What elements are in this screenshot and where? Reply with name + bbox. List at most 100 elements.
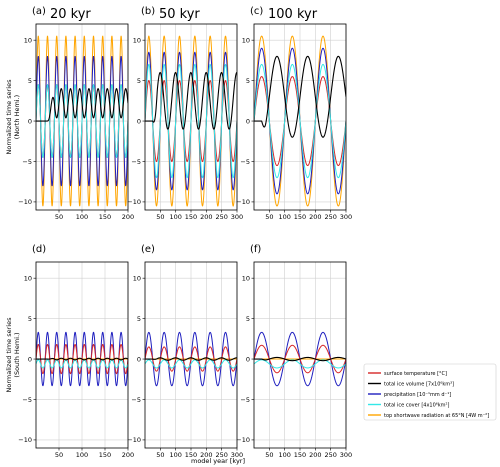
panel-e: 50 100 150 200 250 300 −10 −5 0 5 10 (e): [127, 244, 243, 459]
legend: surface temperature [°C] total ice volume…: [363, 363, 497, 421]
y-tick-label: −5: [22, 158, 32, 166]
series-line-total-ice-volume: [145, 71, 237, 130]
x-tick-label: 100: [278, 213, 290, 221]
x-tick-label: 300: [231, 213, 243, 221]
y-tick-label: 10: [24, 274, 32, 282]
y-tick-label: −5: [131, 396, 141, 404]
x-tick-label: 100: [169, 213, 181, 221]
legend-entry: surface temperature [°C]: [384, 371, 447, 377]
y-tick-label: 5: [28, 77, 32, 85]
y-tick-label: 10: [24, 36, 32, 44]
x-tick-label: 200: [309, 213, 321, 221]
x-tick-label: 100: [76, 451, 88, 459]
panel-title: 20 kyr: [50, 7, 91, 22]
panel-f: 50 100 150 200 250 300 −10 −5 0 5 10 (f): [236, 244, 352, 459]
x-tick-label: 200: [200, 213, 212, 221]
y-tick-label: 0: [246, 355, 250, 363]
x-tick-label: 250: [215, 213, 227, 221]
x-tick-label: 50: [55, 213, 63, 221]
panel-label: (e): [141, 244, 155, 255]
panel-label: (a): [32, 6, 46, 17]
y-tick-label: 5: [137, 77, 141, 85]
legend-entry: top shortwave radiation at 65°N [4W m⁻²]: [384, 413, 489, 419]
panel-label: (d): [32, 244, 46, 255]
y-tick-label: −10: [236, 436, 250, 444]
x-tick-label: 250: [324, 213, 336, 221]
x-tick-label: 250: [215, 451, 227, 459]
xlabel: model year [kyr]: [191, 457, 245, 465]
x-tick-label: 50: [156, 213, 164, 221]
series-line-total-ice-cover: [36, 359, 128, 369]
series-line-total-ice-volume: [36, 88, 128, 122]
x-tick-label: 200: [200, 451, 212, 459]
x-tick-label: 100: [169, 451, 181, 459]
x-tick-label: 300: [340, 213, 352, 221]
series-line-total-ice-volume: [254, 356, 346, 362]
x-tick-label: 150: [294, 213, 306, 221]
y-tick-label: 0: [28, 355, 32, 363]
x-tick-label: 150: [294, 451, 306, 459]
y-tick-label: 10: [242, 36, 250, 44]
y-tick-label: −10: [236, 198, 250, 206]
x-tick-label: 200: [122, 451, 134, 459]
panel-d: 50 100 150 200 −10 −5 0 5 10 (d): [18, 244, 134, 459]
x-tick-label: 150: [99, 451, 111, 459]
y-tick-label: −5: [240, 396, 250, 404]
x-tick-label: 50: [265, 451, 273, 459]
series-line-total-ice-cover: [254, 359, 346, 369]
y-tick-label: 5: [28, 315, 32, 323]
series-line-total-ice-cover: [36, 84, 128, 158]
series-line-total-ice-cover: [145, 63, 237, 179]
x-tick-label: 50: [265, 213, 273, 221]
y-tick-label: 5: [137, 315, 141, 323]
y-tick-label: 0: [246, 117, 250, 125]
series-line-total-ice-cover: [145, 359, 237, 369]
x-tick-label: 100: [278, 451, 290, 459]
panel-title: 50 kyr: [159, 7, 200, 22]
y-tick-label: −10: [127, 436, 141, 444]
y-tick-label: −10: [18, 436, 32, 444]
x-tick-label: 250: [324, 451, 336, 459]
panel-c: 50 100 150 200 250 300 −10 −5 0 5 10 (c) 100 kyr: [236, 6, 352, 221]
panel-label: (c): [250, 6, 263, 17]
y-tick-label: −10: [18, 198, 32, 206]
y-tick-label: −5: [131, 158, 141, 166]
series-line-total-ice-volume: [254, 55, 346, 138]
x-tick-label: 100: [76, 213, 88, 221]
y-tick-label: 0: [137, 117, 141, 125]
y-tick-label: 5: [246, 315, 250, 323]
legend-entry: precipitation [10⁻¹mm d⁻¹]: [384, 392, 451, 398]
panel-title: 100 kyr: [268, 7, 318, 22]
x-tick-label: 150: [99, 213, 111, 221]
x-tick-label: 50: [55, 451, 63, 459]
panel-b: 50 100 150 200 250 300 −10 −5 0 5 10 (b) 50 kyr: [127, 6, 243, 221]
x-tick-label: 300: [340, 451, 352, 459]
ylabel-north: Normalized time series(North Hemi.): [5, 79, 21, 155]
y-tick-label: 10: [242, 274, 250, 282]
x-tick-label: 200: [309, 451, 321, 459]
ylabel-south: Normalized time series(South Hemi.): [5, 317, 21, 393]
y-tick-label: 10: [133, 274, 141, 282]
series-line-surface-temperature: [145, 346, 237, 372]
y-tick-label: 5: [246, 77, 250, 85]
legend-entry: total ice volume [7x10⁶km³]: [384, 381, 454, 387]
series-line-total-ice-cover: [254, 63, 346, 179]
panel-label: (b): [141, 6, 155, 17]
panel-a: 50 100 150 200 −10 −5 0 5 10 (a) 20 kyr: [18, 6, 134, 221]
x-tick-label: 150: [185, 451, 197, 459]
series-line-total-ice-volume: [36, 357, 128, 361]
y-tick-label: −10: [127, 198, 141, 206]
y-tick-label: 0: [28, 117, 32, 125]
y-tick-label: −5: [240, 158, 250, 166]
legend-box: [363, 363, 497, 421]
x-tick-label: 150: [185, 213, 197, 221]
y-tick-label: −5: [22, 396, 32, 404]
legend-entry: total ice cover [4x10⁶km²]: [384, 402, 450, 408]
y-tick-label: 0: [137, 355, 141, 363]
series-line-total-ice-volume: [145, 357, 237, 361]
x-tick-label: 50: [156, 451, 164, 459]
y-tick-label: 10: [133, 36, 141, 44]
x-tick-label: 300: [231, 451, 243, 459]
